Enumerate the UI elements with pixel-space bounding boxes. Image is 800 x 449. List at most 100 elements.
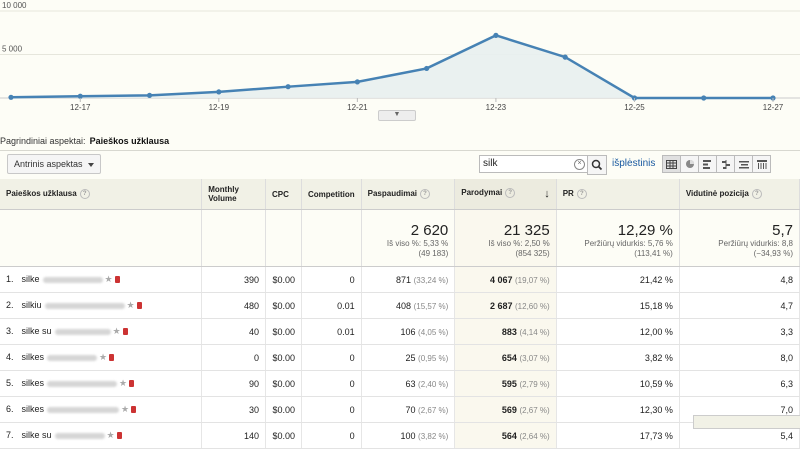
comparison-view-icon[interactable]	[716, 155, 735, 173]
secondary-dimension-button[interactable]: Antrinis aspektas	[7, 154, 101, 174]
query-text[interactable]: silke su	[21, 326, 52, 336]
column-header-query[interactable]: Paieškos užklausa?	[0, 179, 203, 210]
star-icon[interactable]: ★	[104, 274, 113, 284]
summary-empty	[265, 209, 302, 267]
primary-dimension-value[interactable]: Paieškos užklausa	[89, 136, 170, 146]
competition-cell: 0	[301, 344, 362, 371]
query-cell[interactable]: 2. silkiu ★	[0, 292, 203, 319]
clicks-cell: 106 (4,05 %)	[361, 318, 456, 345]
column-label: Paieškos užklausa	[6, 189, 77, 199]
monthly-volume-cell: 480	[201, 292, 266, 319]
summary-value: 21 325	[503, 222, 550, 239]
star-icon[interactable]: ★	[99, 352, 108, 362]
clicks-percent: (2,67 %)	[418, 405, 449, 415]
star-icon[interactable]: ★	[112, 326, 121, 336]
column-header-cpc[interactable]: CPC	[265, 179, 302, 210]
query-text[interactable]: silkiu	[21, 300, 42, 310]
impressions-value: 4 067	[489, 274, 513, 285]
query-cell[interactable]: 1. silke ★	[0, 266, 203, 293]
pivot-view-icon[interactable]	[752, 155, 771, 173]
help-icon[interactable]: ?	[751, 189, 762, 199]
query-text[interactable]: silke su	[21, 430, 52, 440]
flag-icon	[122, 328, 128, 336]
redacted-text	[47, 380, 118, 387]
x-tick-label: 12-21	[347, 103, 368, 112]
query-cell[interactable]: 3. silke su ★	[0, 318, 203, 345]
star-icon[interactable]: ★	[106, 430, 115, 440]
position-cell: 4,8	[679, 266, 800, 293]
column-header-clicks[interactable]: Paspaudimai?	[361, 179, 456, 210]
query-text[interactable]: silkes	[21, 404, 45, 414]
monthly-volume-cell: 140	[201, 422, 266, 449]
column-header-competition[interactable]: Competition	[301, 179, 362, 210]
query-cell[interactable]: 6. silkes ★	[0, 396, 203, 423]
advanced-filter-link[interactable]: išplėstinis	[612, 158, 656, 169]
position-cell: 6,3	[679, 370, 800, 397]
data-point	[701, 95, 707, 101]
query-text[interactable]: silkes	[21, 378, 45, 388]
row-number: 2.	[6, 300, 14, 310]
star-icon[interactable]: ★	[126, 300, 135, 310]
y-tick-label: 5 000	[2, 45, 23, 54]
summary-value: 5,7	[772, 222, 793, 239]
ctr-cell: 15,18 %	[556, 292, 680, 319]
impressions-percent: (2,67 %)	[519, 405, 550, 415]
clicks-percent: (4,05 %)	[418, 327, 449, 337]
clicks-percent: (33,24 %)	[413, 275, 449, 285]
flag-icon	[136, 302, 142, 310]
data-point	[424, 65, 430, 72]
star-icon[interactable]: ★	[119, 378, 128, 388]
query-cell[interactable]: 4. silkes ★	[0, 344, 203, 371]
help-icon[interactable]: ?	[420, 189, 430, 199]
query-cell[interactable]: 5. silkes ★	[0, 370, 203, 397]
summary-total: (113,41 %)	[634, 249, 673, 258]
summary-share: Peržiūrų vidurkis: 8,8	[718, 239, 793, 248]
help-icon[interactable]: ?	[505, 188, 516, 198]
column-label: Vidutinė pozicija	[685, 189, 749, 199]
impressions-cell: 569 (2,67 %)	[454, 396, 557, 423]
impressions-cell: 883 (4,14 %)	[454, 318, 557, 345]
pagination-bar[interactable]	[693, 415, 800, 429]
impressions-value: 2 687	[489, 300, 513, 311]
summary-empty	[0, 209, 203, 267]
data-point	[493, 32, 499, 38]
column-header-monthly-volume[interactable]: Monthly Volume	[201, 179, 266, 210]
redacted-text	[44, 302, 125, 309]
column-header-avg-position[interactable]: Vidutinė pozicija?	[679, 179, 800, 210]
column-header-impressions[interactable]: Parodymai? ↓	[454, 179, 557, 210]
star-icon[interactable]: ★	[121, 404, 130, 414]
search-button[interactable]	[587, 155, 607, 175]
row-number: 4.	[6, 352, 14, 362]
secondary-dimension-label: Antrinis aspektas	[14, 159, 83, 169]
summary-value: 2 620	[410, 222, 449, 239]
pie-view-icon[interactable]	[680, 155, 699, 173]
table-view-icon[interactable]	[662, 155, 681, 173]
position-cell: 4,7	[679, 292, 800, 319]
query-text[interactable]: silke	[21, 274, 40, 284]
help-icon[interactable]: ?	[576, 189, 587, 199]
ctr-cell: 12,00 %	[556, 318, 680, 345]
clicks-percent: (2,40 %)	[418, 379, 449, 389]
summary-share: Iš viso %: 5,33 %	[386, 239, 449, 248]
query-cell[interactable]: 7. silke su ★	[0, 422, 203, 449]
clicks-value: 106	[400, 326, 416, 337]
term-cloud-view-icon[interactable]	[734, 155, 753, 173]
row-number: 7.	[6, 430, 14, 440]
help-icon[interactable]: ?	[79, 189, 90, 199]
search-input[interactable]: silk ×	[479, 155, 589, 173]
flag-icon	[109, 354, 115, 362]
competition-cell: 0	[301, 396, 362, 423]
clear-icon[interactable]: ×	[574, 159, 585, 170]
search-icon	[591, 159, 603, 171]
summary-ctr: 12,29 % Peržiūrų vidurkis: 5,76 % (113,41 …	[556, 209, 680, 267]
traffic-chart: 10 000 5 000 12-17 12-19 12-21 12-23 12-25 12-2…	[0, 1, 800, 112]
chart-collapse-handle[interactable]: ▼	[378, 110, 416, 121]
x-tick-label: 12-27	[763, 103, 784, 112]
performance-view-icon[interactable]	[698, 155, 717, 173]
impressions-percent: (12,60 %)	[515, 301, 550, 311]
query-text[interactable]: silkes	[21, 352, 45, 362]
impressions-value: 564	[501, 430, 517, 441]
impressions-cell: 4 067 (19,07 %)	[454, 266, 557, 293]
column-header-ctr[interactable]: PR?	[556, 179, 680, 210]
row-number: 1.	[6, 274, 14, 284]
